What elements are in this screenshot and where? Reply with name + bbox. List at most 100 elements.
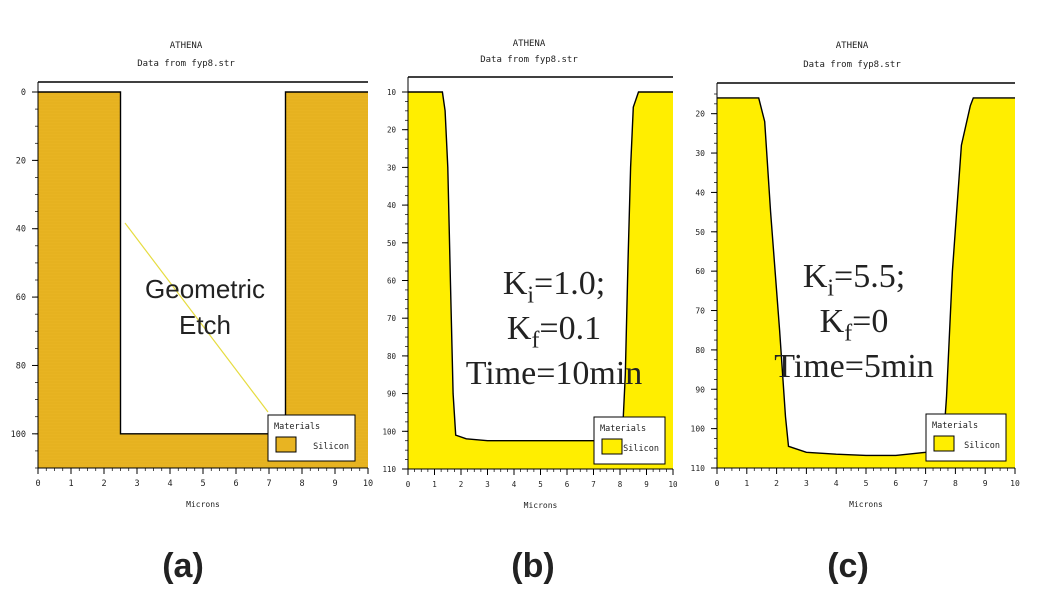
panel-a: ATHENA Data from fyp8.str 0 1 2 3 4 5 6 7 8 9 10 Micr… (11, 41, 373, 585)
annotation-line-text: Time=10min (466, 355, 643, 392)
etched-trench (120, 92, 286, 434)
panel-label: (c) (827, 547, 869, 585)
x-tick-label: 6 (893, 479, 898, 488)
legend-title: Materials (274, 422, 320, 432)
x-tick-label: 3 (134, 479, 139, 489)
x-tick-label: 7 (923, 479, 928, 488)
x-tick-label: 6 (233, 479, 238, 489)
x-tick-label: 4 (167, 479, 172, 489)
panel-c: ATHENA Data from fyp8.str 0 1 2 3 4 5 6 7 8 9 10 Micr… (691, 41, 1020, 585)
x-tick-label: 10 (1010, 479, 1020, 488)
x-tick-label: 7 (591, 480, 596, 489)
x-tick-label: 2 (101, 479, 106, 489)
y-tick-label: 20 (695, 110, 705, 119)
x-axis-label: Microns (524, 501, 558, 510)
annotation-line-text: Etch (179, 310, 231, 340)
y-tick-label: 100 (11, 430, 26, 440)
chart-subtitle: Data from fyp8.str (480, 55, 578, 65)
x-tick-label: 5 (864, 479, 869, 488)
annotation-line-text: Ki=5.5; (803, 258, 905, 302)
x-tick-label: 10 (363, 479, 373, 489)
x-tick-label: 1 (744, 479, 749, 488)
legend-swatch (933, 435, 955, 452)
y-tick-label: 60 (16, 293, 26, 303)
chart-subtitle: Data from fyp8.str (803, 60, 901, 70)
y-tick-label: 110 (382, 465, 396, 474)
y-tick-label: 50 (387, 239, 397, 248)
surface-outline (408, 91, 673, 442)
x-tick-label: 7 (266, 479, 271, 489)
x-tick-label: 10 (668, 480, 678, 489)
legend: Materials Silicon (925, 413, 1007, 462)
y-tick-label: 0 (21, 88, 26, 98)
x-tick-label: 5 (538, 480, 543, 489)
y-tick-label: 30 (387, 163, 397, 172)
x-tick-label: 9 (332, 479, 337, 489)
legend-title: Materials (600, 424, 646, 434)
annotation-line-text: Ki=1.0; (503, 265, 605, 309)
legend-entry: Silicon (964, 441, 1000, 451)
x-tick-label: 8 (953, 479, 958, 488)
y-tick-label: 80 (387, 352, 397, 361)
panel-label: (b) (511, 547, 554, 585)
chart-title: ATHENA (513, 39, 546, 49)
annotation-line-text: Kf=0.1 (507, 310, 601, 354)
y-tick-label: 40 (695, 188, 705, 197)
legend-entry: Silicon (623, 444, 659, 454)
x-tick-label: 0 (35, 479, 40, 489)
x-tick-label: 3 (804, 479, 809, 488)
y-tick-label: 80 (16, 361, 26, 371)
y-tick-label: 100 (691, 425, 706, 434)
x-tick-label: 1 (68, 479, 73, 489)
y-tick-label: 40 (16, 225, 26, 235)
x-tick-label: 0 (715, 479, 720, 488)
annotation: Geometric Etch (145, 274, 265, 340)
y-tick-label: 10 (387, 88, 397, 97)
y-tick-label: 60 (387, 277, 397, 286)
x-tick-label: 3 (485, 480, 490, 489)
x-tick-label: 8 (618, 480, 623, 489)
legend: Materials Silicon (267, 414, 356, 462)
x-tick-label: 1 (432, 480, 437, 489)
x-tick-label: 8 (299, 479, 304, 489)
legend: Materials Silicon (593, 416, 666, 465)
annotation-line-text: Time=5min (774, 348, 934, 385)
y-tick-label: 110 (691, 464, 706, 473)
y-tick-label: 40 (387, 201, 397, 210)
x-tick-label: 2 (459, 480, 464, 489)
y-tick-label: 70 (387, 314, 397, 323)
x-tick-label: 9 (983, 479, 988, 488)
y-tick-label: 100 (382, 427, 396, 436)
x-tick-label: 4 (512, 480, 517, 489)
panel-b: ATHENA Data from fyp8.str 0 1 2 3 4 5 6 7 8 9 10 Micr… (382, 39, 678, 585)
legend-swatch (601, 438, 623, 455)
chart-subtitle: Data from fyp8.str (137, 59, 235, 69)
y-tick-label: 80 (695, 346, 705, 355)
y-tick-label: 30 (695, 149, 705, 158)
legend-swatch (275, 436, 297, 453)
legend-title: Materials (932, 421, 978, 431)
chart-title: ATHENA (170, 41, 203, 51)
y-tick-label: 20 (16, 156, 26, 166)
x-tick-label: 2 (774, 479, 779, 488)
panel-label: (a) (162, 547, 204, 585)
x-tick-label: 9 (644, 480, 649, 489)
surface-outline (38, 91, 368, 435)
y-tick-label: 50 (695, 228, 705, 237)
x-axis-label: Microns (186, 500, 220, 509)
x-tick-label: 5 (200, 479, 205, 489)
y-tick-label: 90 (695, 385, 705, 394)
x-tick-label: 0 (406, 480, 411, 489)
annotation-line-text: Kf=0 (820, 303, 889, 347)
y-tick-label: 90 (387, 390, 397, 399)
legend-entry: Silicon (313, 442, 349, 452)
x-tick-label: 4 (834, 479, 839, 488)
annotation-line (124, 222, 269, 413)
y-tick-label: 60 (695, 267, 705, 276)
y-tick-label: 20 (387, 126, 397, 135)
annotation-line-text: Geometric (145, 274, 265, 304)
chart-title: ATHENA (836, 41, 869, 51)
